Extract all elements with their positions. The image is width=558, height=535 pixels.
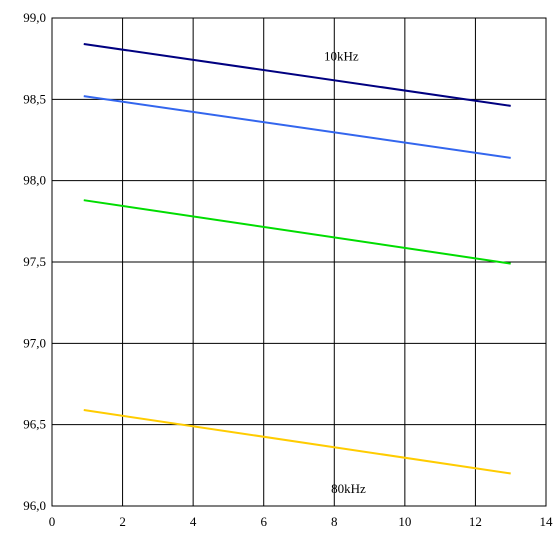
y-tick-label: 96,5 — [23, 417, 46, 432]
y-tick-label: 97,0 — [23, 335, 46, 350]
annotations: 10kHz 80kHz — [324, 48, 366, 496]
y-tick-label: 98,0 — [23, 173, 46, 188]
x-tick-label: 12 — [469, 514, 482, 529]
grid-lines — [51, 17, 547, 507]
x-tick-label: 4 — [190, 514, 197, 529]
y-tick-label: 97,5 — [23, 254, 46, 269]
annotation-label: 80kHz — [331, 481, 366, 496]
series-line-1 — [83, 43, 511, 107]
x-tick-label: 2 — [119, 514, 126, 529]
x-tick-label: 14 — [540, 514, 554, 529]
x-tick-label: 6 — [260, 514, 267, 529]
y-tick-label: 96,0 — [23, 498, 46, 513]
series-line-2 — [83, 95, 511, 159]
x-tick-label: 10 — [398, 514, 411, 529]
x-tick-label: 8 — [331, 514, 338, 529]
plot-area-frame — [51, 17, 547, 507]
annotation-label: 10kHz — [324, 48, 359, 63]
series-line-3 — [83, 199, 511, 265]
y-tick-label: 98,5 — [23, 91, 46, 106]
y-axis-tick-labels: 96,0 96,5 97,0 97,5 98,0 98,5 99,0 — [23, 10, 46, 513]
series-lines — [83, 43, 511, 475]
x-tick-label: 0 — [49, 514, 56, 529]
series-line-4 — [83, 409, 511, 475]
y-tick-label: 99,0 — [23, 10, 46, 25]
x-axis-tick-labels: 0 2 4 6 8 10 12 14 — [49, 514, 553, 529]
